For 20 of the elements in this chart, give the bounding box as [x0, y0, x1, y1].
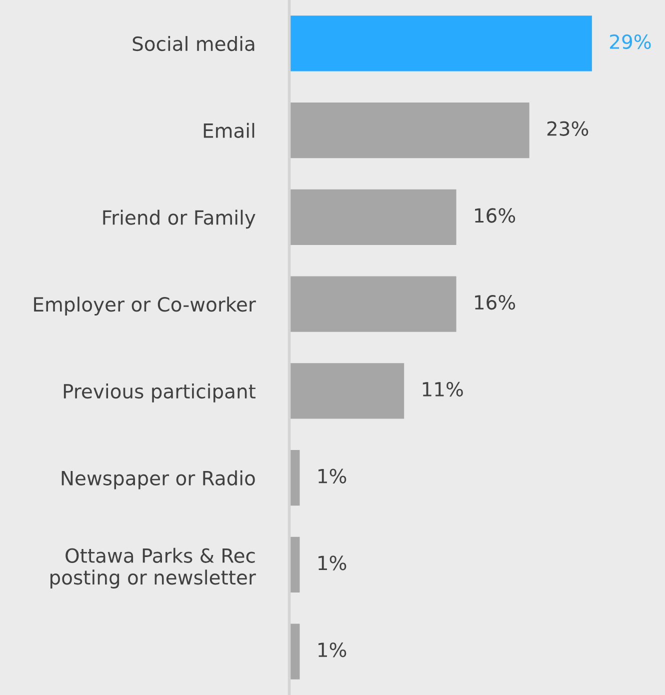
data-label: 29%: [610, 34, 651, 50]
data-label: 16%: [475, 294, 516, 310]
y-tick-label: Social media: [132, 36, 254, 52]
data-label: 1%: [318, 642, 346, 658]
y-tick-label: Previous participant: [64, 384, 256, 402]
bar: [289, 189, 456, 245]
data-label: 11%: [422, 382, 463, 397]
y-tick-label: Newspaper or Radio: [62, 470, 255, 490]
data-label: 1%: [318, 556, 346, 570]
data-label: 23%: [547, 121, 588, 136]
y-tick-label: Friend or Family: [103, 210, 256, 229]
bar: [289, 276, 456, 332]
data-label: 1%: [318, 468, 346, 484]
y-tick-label: Email: [204, 122, 254, 138]
data-label: 16%: [475, 208, 516, 223]
y-tick-label: Employer or Co-worker: [34, 296, 256, 316]
bar: [289, 16, 592, 72]
y-tick-label: Ottawa Parks & Rec posting or newsletter: [50, 548, 256, 588]
bar: [289, 102, 530, 158]
bar: [289, 363, 404, 419]
